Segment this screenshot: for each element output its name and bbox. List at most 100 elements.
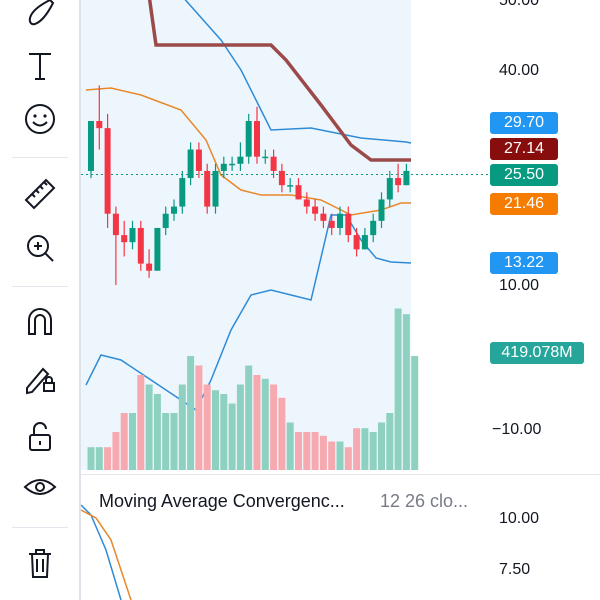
candle-body xyxy=(386,178,393,200)
candle-body xyxy=(295,185,302,200)
volume-bar xyxy=(120,413,128,470)
indicator-axis-tick-10: 10.00 xyxy=(499,510,540,527)
text-icon xyxy=(29,53,51,80)
lock-all-tool[interactable] xyxy=(14,414,66,458)
volume-bar xyxy=(411,356,419,470)
ruler-tool[interactable] xyxy=(14,172,66,216)
volume-bar xyxy=(162,413,170,470)
candle-body xyxy=(237,156,244,164)
hide-tool[interactable] xyxy=(14,465,66,509)
upper-band-line xyxy=(184,0,412,144)
volume-bar xyxy=(129,413,136,470)
volume-bar xyxy=(87,447,95,470)
zoom-tool[interactable] xyxy=(14,226,66,270)
volume-bar xyxy=(402,314,410,470)
upper-band-price-label: 29.70 xyxy=(490,112,558,134)
indicator-legend[interactable]: Moving Average Convergenc... 12 26 clo..… xyxy=(81,478,600,526)
candle-body xyxy=(345,213,352,236)
eye-icon xyxy=(23,479,57,495)
ma-price-label: 27.14 xyxy=(490,138,558,160)
magnet-tool[interactable] xyxy=(14,300,66,344)
volume-bar xyxy=(378,422,385,470)
drawing-toolbar xyxy=(0,0,80,600)
volume-bar xyxy=(344,447,352,470)
candle-body xyxy=(104,128,111,214)
price-chart[interactable] xyxy=(81,0,600,600)
delete-tool[interactable] xyxy=(14,541,66,585)
indicator-title: Moving Average Convergenc... xyxy=(99,491,345,511)
zoom-in-icon xyxy=(27,235,54,262)
candle-body xyxy=(312,206,319,214)
lock-drawing-tool[interactable] xyxy=(14,357,66,401)
volume-bar xyxy=(303,432,311,470)
volume-bar xyxy=(369,432,377,470)
candle-body xyxy=(262,156,269,159)
volume-bar xyxy=(228,403,236,470)
volume-bar xyxy=(311,432,319,470)
candle-body xyxy=(195,149,202,171)
indicator-axis-tick-7-5: 7.50 xyxy=(499,561,531,578)
candle-body xyxy=(254,121,260,157)
volume-price-label: 419.078M xyxy=(490,342,584,364)
volume-bar xyxy=(328,441,336,470)
ruler-icon xyxy=(24,178,56,210)
volume-bar xyxy=(336,441,344,470)
volume-bar xyxy=(220,394,228,470)
candle-body xyxy=(270,156,277,171)
volume-bar xyxy=(394,308,402,470)
candle-body xyxy=(278,170,285,186)
volume-bar xyxy=(278,397,286,470)
candle-body xyxy=(154,227,161,271)
smiley-icon xyxy=(25,104,55,134)
candle-body xyxy=(112,213,119,236)
unlock-icon xyxy=(29,422,51,451)
candle-body xyxy=(320,213,327,221)
emoji-tool[interactable] xyxy=(14,97,66,141)
price-axis-tick-neg10: −10.00 xyxy=(492,421,542,438)
candle-body xyxy=(353,235,360,250)
candle-body xyxy=(220,163,227,171)
candle-body xyxy=(204,170,211,207)
candle-body xyxy=(88,121,94,171)
volume-bar xyxy=(295,432,302,470)
volume-bar xyxy=(361,428,369,470)
last-price-label: 25.50 xyxy=(490,164,558,186)
brush-tool[interactable] xyxy=(14,0,66,36)
volume-bar xyxy=(212,390,219,470)
price-axis-tick-10: 10.00 xyxy=(499,277,540,294)
price-axis-tick-50: 50.00 xyxy=(499,0,540,9)
candle-body xyxy=(146,263,153,271)
volume-bar xyxy=(178,384,186,470)
volume-bar xyxy=(153,394,161,470)
volume-bar xyxy=(203,384,211,470)
brush-icon xyxy=(28,0,55,26)
signal-line xyxy=(81,509,132,600)
candle-body xyxy=(187,149,194,179)
middle-band-price-label: 21.46 xyxy=(490,193,558,215)
candle-body xyxy=(337,213,343,228)
pencil-lock-icon xyxy=(26,367,55,395)
candle-body xyxy=(303,199,310,207)
price-axis-tick-40: 40.00 xyxy=(499,62,540,79)
volume-bar xyxy=(95,447,103,470)
candle-body xyxy=(179,178,186,207)
volume-bar xyxy=(236,384,244,470)
volume-bar xyxy=(386,413,394,470)
candle-body xyxy=(361,235,368,250)
volume-bar xyxy=(253,375,261,470)
volume-bar xyxy=(137,375,145,470)
text-tool[interactable] xyxy=(14,44,66,88)
volume-bar xyxy=(319,435,327,470)
candle-body xyxy=(395,178,402,186)
volume-bar xyxy=(195,365,203,470)
candle-body xyxy=(287,185,294,187)
candle-body xyxy=(96,121,103,129)
indicator-params: 12 26 clo... xyxy=(380,491,469,511)
trash-icon xyxy=(29,549,51,578)
volume-bar xyxy=(170,413,178,470)
volume-bar xyxy=(261,378,269,470)
candle-body xyxy=(162,213,169,228)
candle-body xyxy=(121,235,128,243)
candle-body xyxy=(378,199,385,221)
volume-bar xyxy=(187,356,195,470)
